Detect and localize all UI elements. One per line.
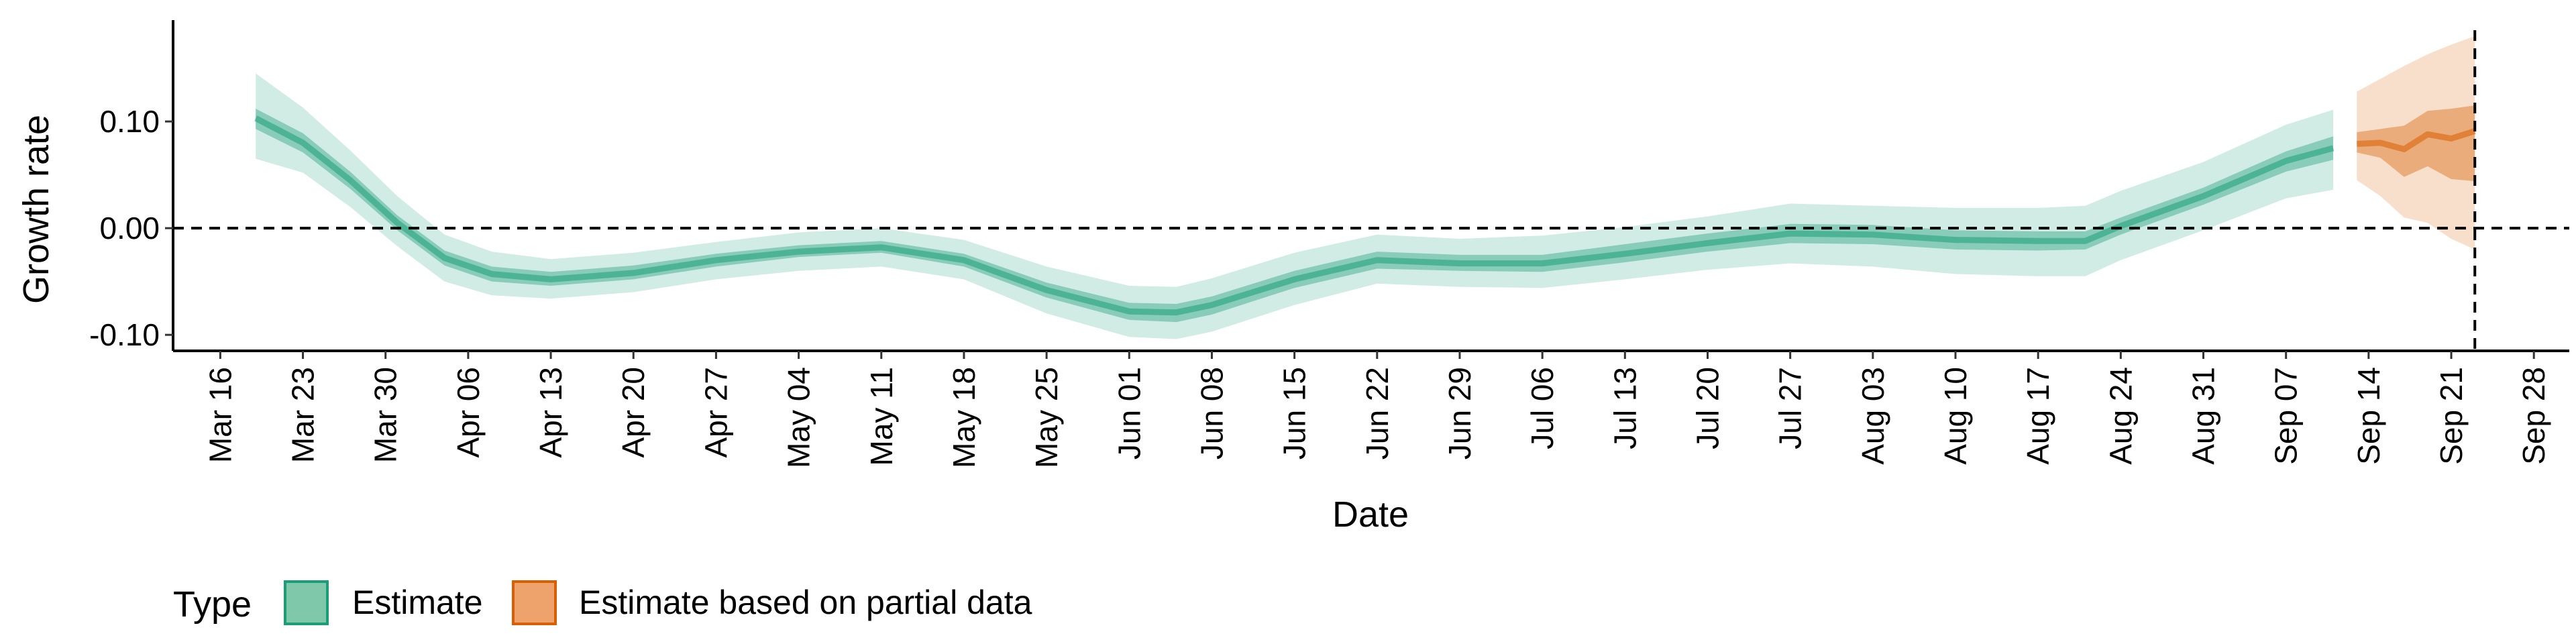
x-tick-label: Apr 20 — [616, 367, 651, 458]
x-tick-label: May 18 — [947, 367, 981, 468]
y-tick-label: 0.10 — [99, 104, 160, 139]
x-tick-label: May 11 — [864, 367, 899, 466]
x-tick-label: May 25 — [1029, 367, 1064, 468]
x-tick-label: Jun 01 — [1112, 367, 1146, 460]
axes — [172, 20, 2569, 352]
y-tick-label: -0.10 — [89, 317, 160, 352]
y-tick-label: 0.00 — [99, 211, 160, 246]
x-tick-label: Jul 13 — [1607, 367, 1642, 449]
band-90-estimate — [256, 73, 2334, 339]
legend-label-partial-data: Estimate based on partial data — [579, 584, 1032, 621]
legend-swatch-partial-data — [512, 580, 557, 625]
x-tick-label: Jun 08 — [1195, 367, 1230, 460]
legend: Type Estimate Estimate based on partial … — [173, 580, 1032, 625]
x-tick-label: Sep 28 — [2516, 367, 2551, 465]
reference-lines — [173, 30, 2569, 351]
x-tick-label: Aug 10 — [1938, 367, 1973, 465]
x-axis-title: Date — [1332, 494, 1409, 535]
median-lines — [254, 115, 2476, 316]
median-line-estimate-based-on-partial-data — [2357, 128, 2476, 152]
x-tick-label: Mar 30 — [368, 367, 403, 463]
x-tick-label: May 04 — [782, 367, 816, 468]
x-tick-label: Jul 20 — [1690, 367, 1725, 449]
x-tick-label: Apr 06 — [451, 367, 486, 458]
x-tick-label: Mar 16 — [203, 367, 237, 463]
legend-title: Type — [173, 584, 252, 625]
x-tick-label: Aug 03 — [1856, 367, 1890, 465]
x-tick-label: Apr 13 — [533, 367, 568, 458]
x-tick-label: Aug 24 — [2103, 367, 2138, 465]
x-tick-label: Sep 14 — [2351, 367, 2386, 465]
x-tick-label: Aug 17 — [2021, 367, 2055, 465]
x-tick-label: Jun 15 — [1277, 367, 1312, 460]
x-tick-label: Jun 29 — [1442, 367, 1477, 460]
legend-label-estimate: Estimate — [352, 584, 483, 621]
uncertainty-bands — [256, 36, 2475, 339]
x-tick-label: Jul 27 — [1773, 367, 1808, 449]
y-axis-ticks: 0.10 0.00 -0.10 — [89, 104, 173, 352]
x-tick-label: Jul 06 — [1525, 367, 1560, 449]
x-axis-ticks: Mar 16 Mar 23 Mar 30 Apr 06 Apr 13 Apr 20 Apr … — [203, 351, 2551, 468]
median-line-estimate — [254, 115, 2334, 316]
x-tick-label: Sep 07 — [2269, 367, 2304, 465]
legend-swatch-estimate — [284, 580, 329, 625]
x-tick-label: Mar 23 — [286, 367, 321, 463]
y-axis-title: Growth rate — [16, 115, 56, 304]
x-tick-label: Aug 31 — [2186, 367, 2221, 465]
x-tick-label: Sep 21 — [2434, 367, 2469, 465]
x-tick-label: Jun 22 — [1360, 367, 1395, 460]
x-tick-label: Apr 27 — [698, 367, 733, 458]
